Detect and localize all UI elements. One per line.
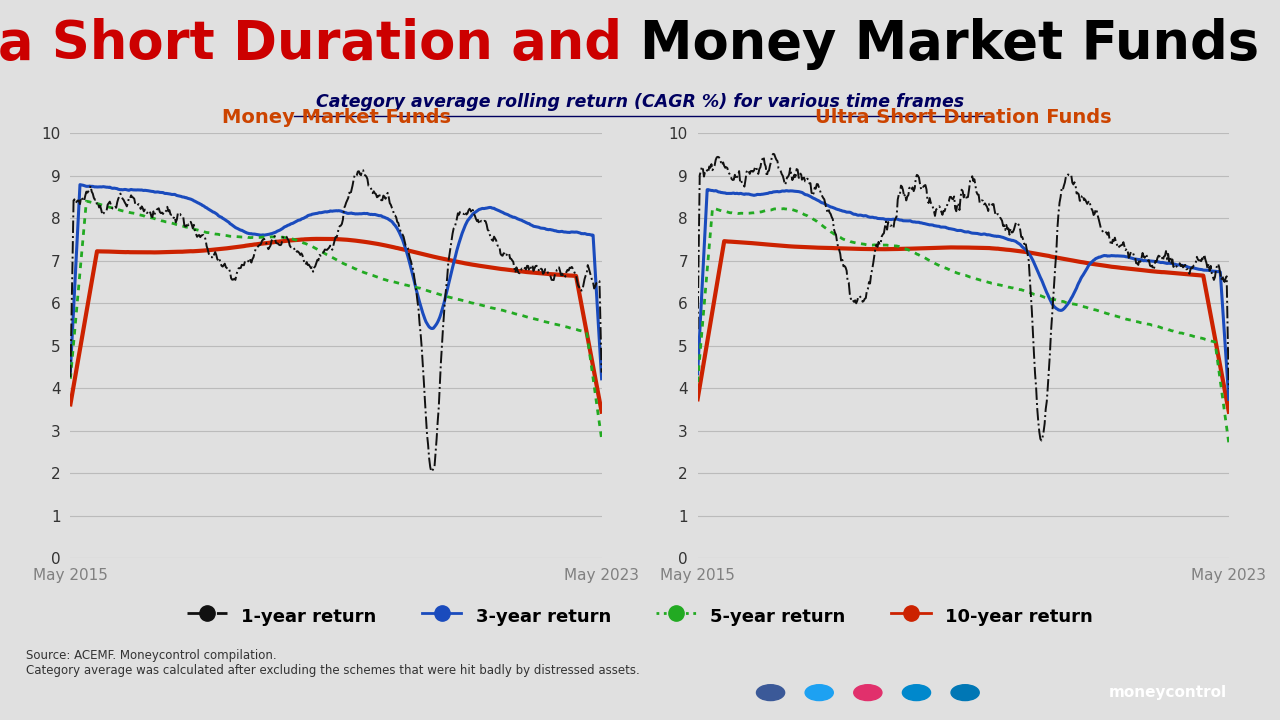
Text: moneycontrol: moneycontrol <box>1108 685 1228 701</box>
Text: Money Market Funds: Money Market Funds <box>640 19 1260 71</box>
Title: Money Market Funds: Money Market Funds <box>221 109 451 127</box>
Text: Source: ACEMF. Moneycontrol compilation.
Category average was calculated after e: Source: ACEMF. Moneycontrol compilation.… <box>26 649 639 678</box>
Text: Category average rolling return (CAGR %) for various time frames: Category average rolling return (CAGR %)… <box>316 94 964 112</box>
Title: Ultra Short Duration Funds: Ultra Short Duration Funds <box>815 109 1111 127</box>
Legend: 1-year return, 3-year return, 5-year return, 10-year return: 1-year return, 3-year return, 5-year ret… <box>180 598 1100 634</box>
Text: Ultra Short Duration and: Ultra Short Duration and <box>0 19 640 71</box>
